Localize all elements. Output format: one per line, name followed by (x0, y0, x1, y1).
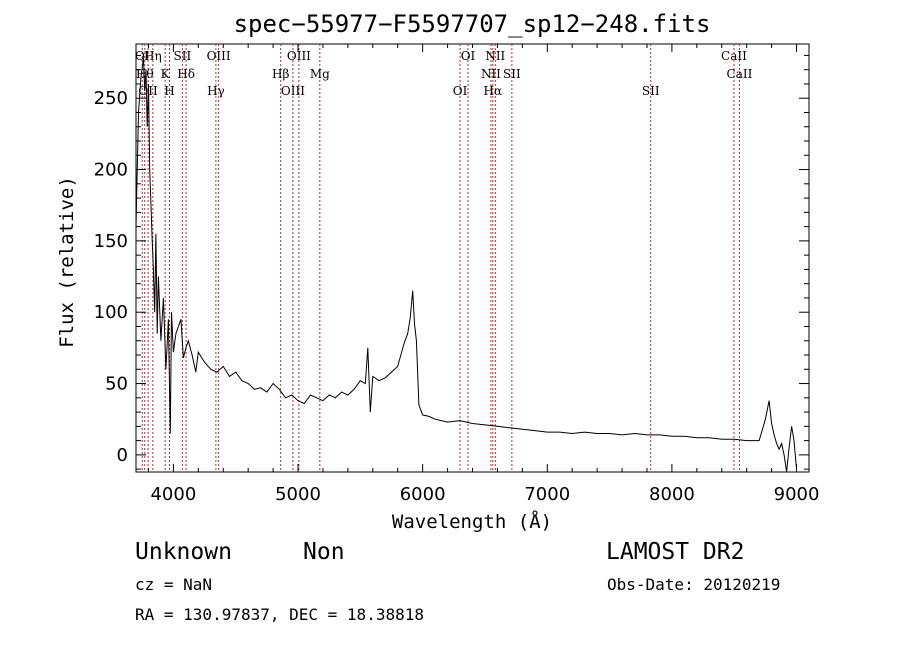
x-tick-label: 8000 (649, 484, 695, 505)
survey-name: LAMOST DR2 (606, 539, 744, 565)
y-tick-label: 150 (94, 231, 128, 252)
chart-title: spec−55977−F5597707_sp12−248.fits (234, 10, 711, 38)
emission-line-label: Hη (144, 49, 162, 63)
emission-line-label: OIII (207, 49, 231, 63)
y-axis-label: Flux (relative) (56, 176, 78, 348)
emission-line-label: H (164, 84, 174, 98)
object-subclass: Non (303, 539, 345, 565)
emission-line-label: NII (481, 67, 501, 81)
x-tick-label: 5000 (275, 484, 321, 505)
emission-line-markers (141, 44, 740, 472)
emission-line-label: K (161, 67, 171, 81)
redshift-value: cz = NaN (135, 575, 212, 594)
emission-line-label: CaII (727, 67, 753, 81)
y-tick-label: 50 (105, 374, 128, 395)
emission-line-label: OI (453, 84, 468, 98)
y-tick-label: 0 (117, 445, 128, 466)
emission-line-label: SII (174, 49, 192, 63)
emission-line-label: OI (461, 49, 476, 63)
y-tick-label: 250 (94, 88, 128, 109)
emission-line-label: OIII (281, 84, 305, 98)
emission-line-label: Hδ (177, 67, 195, 81)
y-axis-ticks: 0 50 100 150 200 250 (94, 54, 809, 470)
emission-line-label: Hα (484, 84, 503, 98)
x-tick-label: 6000 (400, 484, 446, 505)
emission-line-label: Mg (310, 67, 330, 81)
spectrum-line (135, 58, 797, 473)
emission-line-label: NII (485, 49, 505, 63)
x-axis-label: Wavelength (Å) (392, 510, 552, 533)
x-tick-label: 9000 (774, 484, 820, 505)
emission-line-label: OI (135, 49, 150, 63)
observation-date: Obs-Date: 20120219 (607, 575, 780, 594)
x-tick-label: 4000 (150, 484, 196, 505)
y-tick-label: 100 (94, 302, 128, 323)
x-axis-ticks: 4000 5000 6000 7000 8000 9000 (147, 44, 820, 505)
emission-line-labels: OIHθOIIHηKHSIIHδHγOIIIHβOIIIOIIIMgOIOINI… (135, 49, 753, 98)
emission-line-label: OIII (287, 49, 311, 63)
emission-line-label: SII (642, 84, 660, 98)
plot-frame (135, 43, 810, 473)
coordinates: RA = 130.97837, DEC = 18.38818 (135, 605, 424, 624)
emission-line-label: SII (503, 67, 521, 81)
emission-line-label: Hγ (207, 84, 225, 98)
emission-line-label: CaII (721, 49, 747, 63)
x-tick-label: 7000 (524, 484, 570, 505)
emission-line-label: Hθ (136, 67, 154, 81)
plot-area (135, 43, 810, 473)
y-tick-label: 200 (94, 160, 128, 181)
object-class: Unknown (135, 539, 232, 565)
emission-line-label: Hβ (272, 67, 289, 81)
